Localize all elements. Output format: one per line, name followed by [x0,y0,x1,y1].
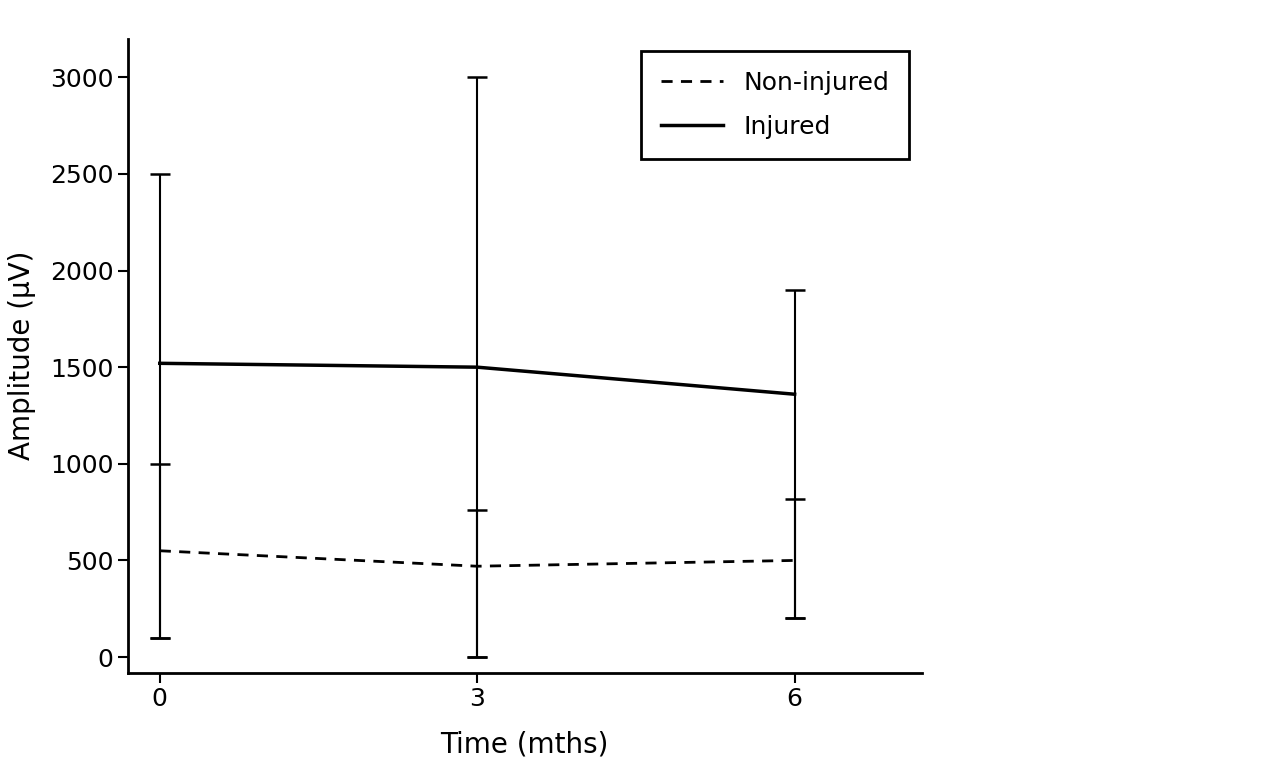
Legend: Non-injured, Injured: Non-injured, Injured [641,51,909,159]
Y-axis label: Amplitude (μV): Amplitude (μV) [8,251,36,460]
X-axis label: Time (mths): Time (mths) [440,730,609,758]
